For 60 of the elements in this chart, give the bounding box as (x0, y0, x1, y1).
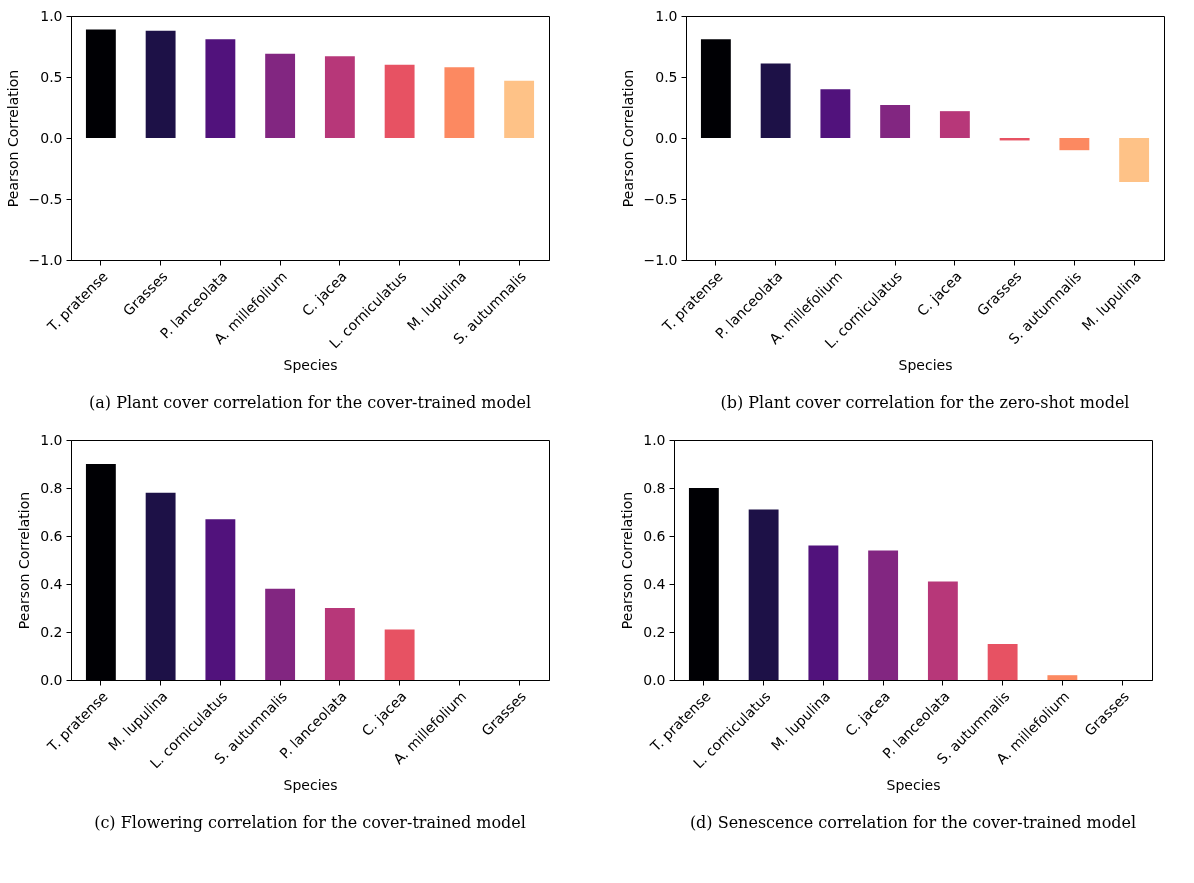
y-tick-label: −1.0 (643, 251, 678, 268)
y-axis-title: Pearson Correlation (619, 69, 636, 208)
bar (927, 581, 958, 680)
bar (444, 67, 475, 138)
bar (504, 80, 535, 138)
y-tick-label: −0.5 (643, 190, 678, 207)
y-tick-label: 1.0 (655, 7, 678, 24)
bar (987, 644, 1018, 680)
y-tick-label: 0.0 (643, 671, 666, 688)
bar (205, 39, 236, 138)
bar (384, 64, 415, 138)
bar (760, 63, 791, 138)
bar (1059, 138, 1090, 151)
y-tick-label: 0.5 (655, 68, 678, 85)
y-tick-label: 0.0 (40, 129, 63, 146)
bar (939, 111, 970, 138)
bar (1119, 138, 1150, 182)
bar (265, 588, 296, 680)
y-axis-title: Pearson Correlation (16, 491, 33, 630)
bar (265, 53, 296, 138)
y-tick-label: 0.0 (40, 671, 63, 688)
y-tick-label: 0.4 (643, 575, 666, 592)
y-tick-label: 0.2 (643, 623, 666, 640)
y-axis-title: Pearson Correlation (4, 69, 21, 208)
bar (820, 89, 851, 138)
y-tick-label: 0.4 (40, 575, 63, 592)
y-tick-label: 1.0 (40, 431, 63, 448)
y-tick-label: 1.0 (40, 7, 63, 24)
bar (1047, 675, 1078, 680)
text: (b) Plant cover correlation for the zero-shot model (720, 392, 1130, 412)
text: (a) Plant cover correlation for the cover-trained model (89, 392, 531, 412)
bar (145, 30, 176, 138)
y-tick-label: 0.8 (643, 479, 666, 496)
y-tick-label: 0.0 (655, 129, 678, 146)
bar (205, 519, 236, 680)
x-axis-title: Species (283, 357, 338, 374)
y-tick-label: −1.0 (28, 251, 63, 268)
bar (748, 509, 779, 680)
text: (c) Flowering correlation for the cover-trained model (94, 812, 526, 832)
x-axis-title: Species (886, 777, 941, 794)
y-tick-label: 0.2 (40, 623, 63, 640)
y-tick-label: 0.5 (40, 68, 63, 85)
y-tick-label: −0.5 (28, 190, 63, 207)
bar (324, 608, 355, 680)
text: (d) Senescence correlation for the cover-trained model (689, 812, 1137, 832)
y-tick-label: 0.6 (40, 527, 63, 544)
bar (85, 29, 116, 138)
x-axis-title: Species (283, 777, 338, 794)
bar (145, 492, 176, 680)
bar (868, 550, 899, 680)
bar (880, 105, 911, 138)
y-tick-label: 0.8 (40, 479, 63, 496)
y-tick-label: 1.0 (643, 431, 666, 448)
bar (324, 56, 355, 138)
x-axis-title: Species (898, 357, 953, 374)
bar (384, 629, 415, 680)
bar (700, 39, 731, 138)
y-axis-title: Pearson Correlation (619, 491, 636, 630)
y-tick-label: 0.6 (643, 527, 666, 544)
bar (808, 545, 839, 680)
